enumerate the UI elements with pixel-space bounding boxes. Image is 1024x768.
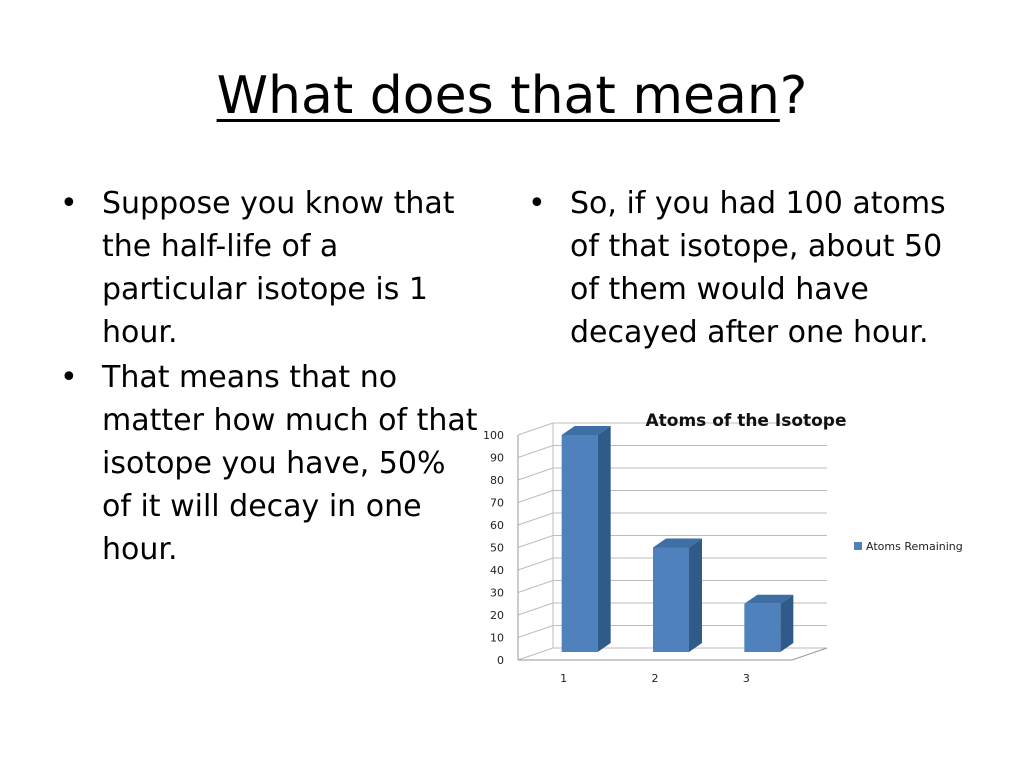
bullet-text: Suppose you know that the half-life of a…	[102, 186, 455, 350]
left-bullet-list: • Suppose you know that the half-life of…	[60, 182, 480, 573]
y-tick-label: 30	[490, 587, 504, 600]
gridline-side	[517, 625, 554, 638]
y-tick-label: 70	[490, 497, 504, 510]
gridline-side	[517, 557, 554, 571]
x-tick-label: 2	[652, 672, 659, 685]
legend-label: Atoms Remaining	[866, 540, 963, 553]
gridline-side	[517, 445, 554, 458]
bullet-icon: •	[60, 186, 78, 221]
gridline-side	[517, 580, 554, 593]
y-tick-label: 80	[490, 474, 504, 487]
x-tick-label: 1	[560, 672, 567, 685]
gridline-side	[517, 512, 554, 526]
y-tick-label: 10	[490, 632, 504, 645]
y-tick-label: 100	[483, 429, 504, 442]
bullet-item: • So, if you had 100 atoms of that isoto…	[528, 182, 968, 354]
x-tick-label: 3	[743, 672, 750, 685]
bullet-item: • That means that no matter how much of …	[60, 356, 480, 571]
bar	[561, 435, 598, 652]
y-tick-label: 20	[490, 609, 504, 622]
bar-top	[653, 538, 702, 548]
y-tick-label: 40	[490, 564, 504, 577]
y-tick-label: 60	[490, 519, 504, 532]
gridline-side	[517, 490, 554, 503]
slide-title-question-mark: ?	[779, 66, 808, 126]
floor-edge	[791, 647, 828, 661]
bar-side	[689, 538, 702, 652]
bar-top	[744, 594, 794, 604]
gridline-side	[517, 422, 554, 436]
chart-title: Atoms of the Isotope	[645, 411, 846, 431]
bullet-item: • Suppose you know that the half-life of…	[60, 182, 480, 354]
bar-top	[561, 426, 611, 435]
gridline-side	[517, 647, 554, 661]
bullet-text: So, if you had 100 atoms of that isotope…	[570, 186, 946, 350]
y-tick-label: 90	[490, 452, 504, 465]
bar-side	[780, 594, 794, 652]
bar-side	[597, 426, 611, 652]
bar	[744, 603, 781, 652]
right-bullet-list: • So, if you had 100 atoms of that isoto…	[528, 182, 968, 356]
bullet-icon: •	[528, 186, 546, 221]
gridline-side	[517, 535, 554, 548]
bar-chart: 0 10 20 30 40 50 60 70 80 90 100 1 2 3 Atoms of the Is…	[483, 411, 963, 685]
bullet-text: That means that no matter how much of th…	[102, 360, 478, 567]
slide-title-main: What does that mean	[216, 66, 780, 126]
gridline-side	[517, 602, 554, 616]
gridline-side	[517, 467, 554, 481]
y-tick-label: 50	[490, 542, 504, 555]
slide-title: What does that mean?	[0, 60, 1024, 132]
y-tick-label: 0	[497, 654, 504, 667]
bullet-icon: •	[60, 360, 78, 395]
legend-swatch	[854, 542, 862, 550]
bar	[653, 547, 689, 652]
